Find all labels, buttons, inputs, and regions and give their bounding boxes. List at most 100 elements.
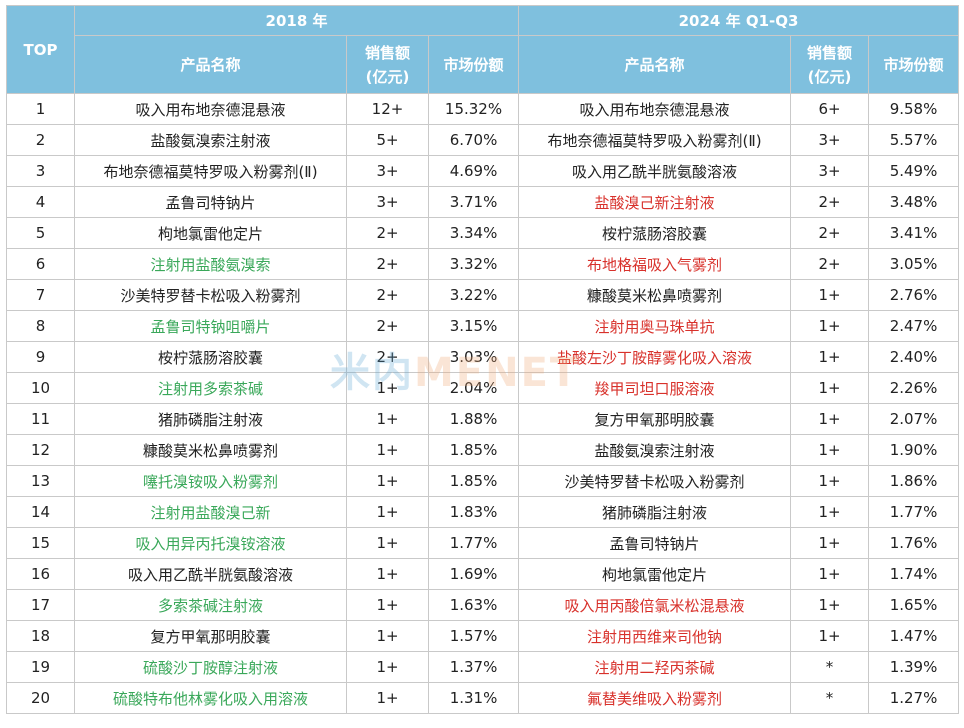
sales-2018-cell: 5+ — [346, 124, 429, 156]
product-2024-cell: 糠酸莫米松鼻喷雾剂 — [518, 279, 792, 311]
table-row: 6 注射用盐酸氨溴索 2+ 3.32% 布地格福吸入气雾剂 2+ 3.05% — [6, 248, 960, 280]
sales-2024-cell: 1+ — [790, 403, 870, 435]
share-2024-cell: 1.39% — [868, 651, 960, 683]
share-2024-cell: 1.27% — [868, 682, 960, 714]
product-2018-cell: 注射用盐酸溴己新 — [74, 496, 347, 528]
share-2024-cell: 2.40% — [868, 341, 960, 373]
share-2018-cell: 1.69% — [427, 558, 520, 590]
sales-header-line1: 销售额 — [807, 43, 853, 62]
sales-2024-cell: 1+ — [790, 558, 870, 590]
sales-2024-cell: 1+ — [790, 434, 870, 466]
share-2018-cell: 1.77% — [427, 527, 520, 559]
share-2024-cell: 2.76% — [868, 279, 960, 311]
sales-2024-cell: 2+ — [790, 217, 870, 249]
sales-header-2018: 销售额 (亿元) — [346, 35, 429, 94]
product-2024-cell: 盐酸氨溴索注射液 — [518, 434, 792, 466]
product-2018-cell: 沙美特罗替卡松吸入粉雾剂 — [74, 279, 347, 311]
product-2024-cell: 布地格福吸入气雾剂 — [518, 248, 792, 280]
product-2024-cell: 盐酸左沙丁胺醇雾化吸入溶液 — [518, 341, 792, 373]
sales-2024-cell: 1+ — [790, 279, 870, 311]
sales-2018-cell: 2+ — [346, 248, 429, 280]
share-2024-cell: 5.49% — [868, 155, 960, 187]
rank-cell: 18 — [6, 620, 75, 652]
share-2024-cell: 1.74% — [868, 558, 960, 590]
rank-cell: 4 — [6, 186, 75, 218]
sales-2018-cell: 12+ — [346, 93, 429, 125]
table-row: 16 吸入用乙酰半胱氨酸溶液 1+ 1.69% 枸地氯雷他定片 1+ 1.74% — [6, 558, 960, 590]
product-2024-cell: 孟鲁司特钠片 — [518, 527, 792, 559]
product-2024-cell: 氟替美维吸入粉雾剂 — [518, 682, 792, 714]
sales-2018-cell: 1+ — [346, 558, 429, 590]
sales-2024-cell: 1+ — [790, 589, 870, 621]
product-2018-cell: 枸地氯雷他定片 — [74, 217, 347, 249]
sales-2018-cell: 1+ — [346, 620, 429, 652]
period-2024-header: 2024 年 Q1-Q3 — [518, 5, 960, 36]
rank-cell: 1 — [6, 93, 75, 125]
product-2024-cell: 沙美特罗替卡松吸入粉雾剂 — [518, 465, 792, 497]
product-2018-cell: 糠酸莫米松鼻喷雾剂 — [74, 434, 347, 466]
rank-cell: 16 — [6, 558, 75, 590]
product-2018-cell: 吸入用乙酰半胱氨酸溶液 — [74, 558, 347, 590]
share-2018-cell: 3.03% — [427, 341, 520, 373]
rank-cell: 11 — [6, 403, 75, 435]
product-2018-cell: 桉柠蒎肠溶胶囊 — [74, 341, 347, 373]
table-row: 12 糠酸莫米松鼻喷雾剂 1+ 1.85% 盐酸氨溴索注射液 1+ 1.90% — [6, 434, 960, 466]
sales-2018-cell: 1+ — [346, 434, 429, 466]
sales-2024-cell: 3+ — [790, 124, 870, 156]
table-row: 10 注射用多索茶碱 1+ 2.04% 羧甲司坦口服溶液 1+ 2.26% — [6, 372, 960, 404]
share-2024-cell: 1.90% — [868, 434, 960, 466]
sales-2018-cell: 1+ — [346, 651, 429, 683]
product-2024-cell: 复方甲氧那明胶囊 — [518, 403, 792, 435]
product-2018-cell: 注射用盐酸氨溴索 — [74, 248, 347, 280]
rank-cell: 14 — [6, 496, 75, 528]
sales-header-line1: 销售额 — [364, 43, 410, 62]
share-2018-cell: 1.85% — [427, 434, 520, 466]
table-row: 11 猪肺磷脂注射液 1+ 1.88% 复方甲氧那明胶囊 1+ 2.07% — [6, 403, 960, 435]
share-2018-cell: 1.85% — [427, 465, 520, 497]
share-2024-cell: 2.07% — [868, 403, 960, 435]
sales-2018-cell: 1+ — [346, 403, 429, 435]
rank-cell: 6 — [6, 248, 75, 280]
rank-cell: 17 — [6, 589, 75, 621]
sales-2024-cell: 1+ — [790, 527, 870, 559]
share-2018-cell: 1.37% — [427, 651, 520, 683]
table-row: 9 桉柠蒎肠溶胶囊 2+ 3.03% 盐酸左沙丁胺醇雾化吸入溶液 1+ 2.40% — [6, 341, 960, 373]
sales-2018-cell: 2+ — [346, 341, 429, 373]
rank-cell: 20 — [6, 682, 75, 714]
product-2024-cell: 桉柠蒎肠溶胶囊 — [518, 217, 792, 249]
rank-cell: 19 — [6, 651, 75, 683]
product-2018-cell: 吸入用布地奈德混悬液 — [74, 93, 347, 125]
product-2024-cell: 注射用奥马珠单抗 — [518, 310, 792, 342]
sales-2024-cell: 1+ — [790, 620, 870, 652]
ranking-table: TOP 2018 年 2024 年 Q1-Q3 产品名称 销售额 (亿元) 市场份… — [6, 5, 960, 714]
share-2024-cell: 1.77% — [868, 496, 960, 528]
product-2018-cell: 孟鲁司特钠咀嚼片 — [74, 310, 347, 342]
table-row: 8 孟鲁司特钠咀嚼片 2+ 3.15% 注射用奥马珠单抗 1+ 2.47% — [6, 310, 960, 342]
share-2018-cell: 1.83% — [427, 496, 520, 528]
product-2024-cell: 吸入用丙酸倍氯米松混悬液 — [518, 589, 792, 621]
sales-2018-cell: 3+ — [346, 186, 429, 218]
table-row: 20 硫酸特布他林雾化吸入用溶液 1+ 1.31% 氟替美维吸入粉雾剂 * 1.27% — [6, 682, 960, 714]
table-row: 15 吸入用异丙托溴铵溶液 1+ 1.77% 孟鲁司特钠片 1+ 1.76% — [6, 527, 960, 559]
product-2018-cell: 噻托溴铵吸入粉雾剂 — [74, 465, 347, 497]
product-2024-cell: 猪肺磷脂注射液 — [518, 496, 792, 528]
table-row: 17 多索茶碱注射液 1+ 1.63% 吸入用丙酸倍氯米松混悬液 1+ 1.65% — [6, 589, 960, 621]
share-2018-cell: 15.32% — [427, 93, 520, 125]
share-2024-cell: 1.86% — [868, 465, 960, 497]
sales-2018-cell: 1+ — [346, 682, 429, 714]
product-2024-cell: 羧甲司坦口服溶液 — [518, 372, 792, 404]
sales-2024-cell: * — [790, 651, 870, 683]
sales-2024-cell: 6+ — [790, 93, 870, 125]
share-2018-cell: 4.69% — [427, 155, 520, 187]
product-2024-cell: 吸入用布地奈德混悬液 — [518, 93, 792, 125]
rank-cell: 9 — [6, 341, 75, 373]
share-2024-cell: 3.05% — [868, 248, 960, 280]
product-2018-cell: 孟鲁司特钠片 — [74, 186, 347, 218]
share-2024-cell: 9.58% — [868, 93, 960, 125]
rank-cell: 8 — [6, 310, 75, 342]
market-share-header-2024: 市场份额 — [868, 35, 960, 94]
sales-2024-cell: 1+ — [790, 496, 870, 528]
sales-2024-cell: 1+ — [790, 341, 870, 373]
rank-cell: 10 — [6, 372, 75, 404]
share-2024-cell: 5.57% — [868, 124, 960, 156]
